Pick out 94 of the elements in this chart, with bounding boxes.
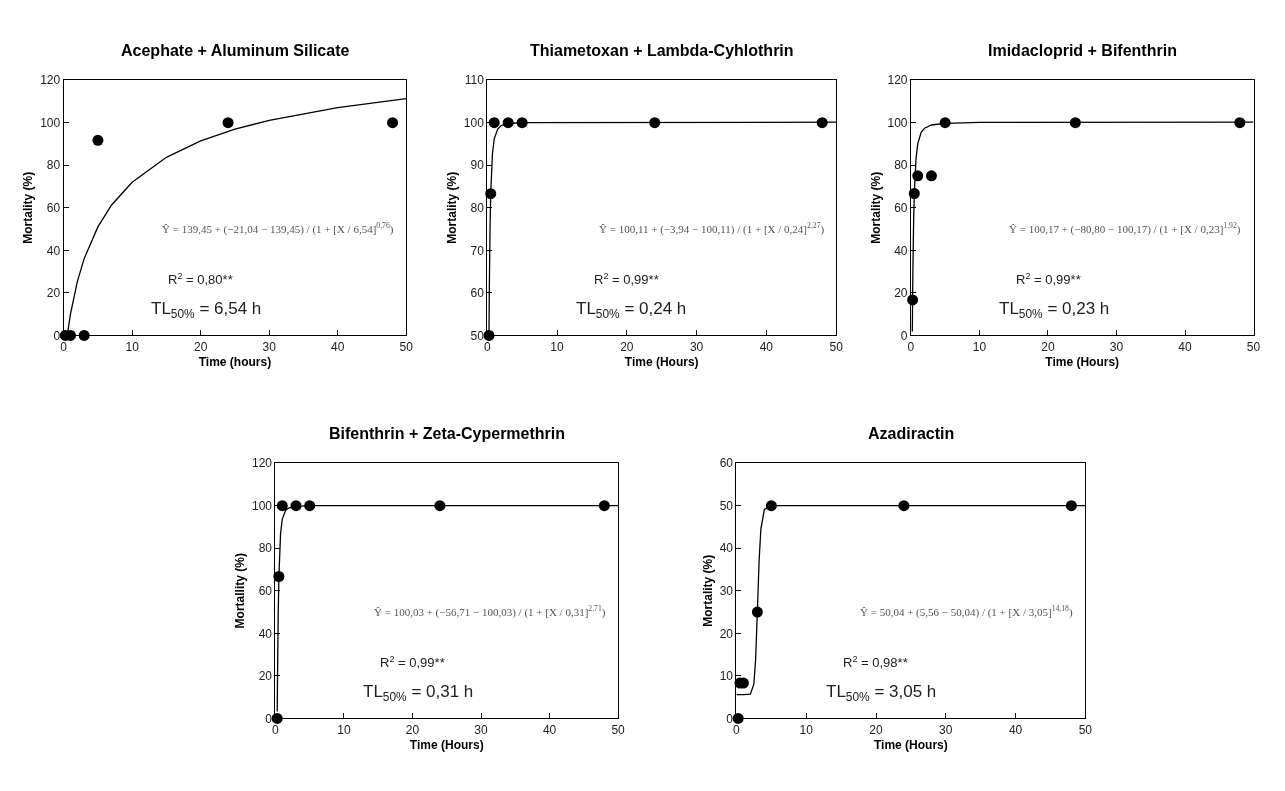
x-tick-label: 20: [1041, 339, 1055, 354]
y-axis-title: Mortality (%): [700, 554, 715, 627]
y-axis-title: Mortallity (%): [233, 553, 248, 629]
y-tick-label: 20: [894, 286, 908, 301]
y-axis-title: Mortality (%): [445, 171, 460, 244]
y-tick-label: 40: [894, 243, 908, 258]
x-tick-label: 10: [972, 339, 987, 354]
point: [925, 170, 937, 182]
chart-title: Azadiractin: [868, 425, 955, 442]
y-tick-label: 120: [40, 73, 61, 88]
y-tick-label: 40: [719, 541, 734, 556]
x-axis-title: Time (Hours): [1045, 354, 1120, 369]
y-tick-label: 80: [258, 541, 273, 556]
annotation: Ŷ = 100,11 + (−3,94 − 100,11) / (1 + [X / 0,24]$^{2,27}$): [599, 221, 825, 236]
x-tick-label: 40: [331, 339, 345, 354]
annotation: Ŷ = 100,03 + (−56,71 − 100,03) / (1 + [X / 0,31]$^{2,71}$): [374, 604, 606, 619]
annotation: TL$_{50%}$ = 0,23 h: [999, 299, 1110, 321]
x-tick-label: 10: [337, 722, 351, 737]
y-tick-label: 100: [40, 115, 61, 130]
y-axis-title: Mortality (%): [21, 171, 36, 244]
y-tick-label: 20: [46, 286, 61, 301]
x-tick-label: 40: [759, 339, 774, 354]
x-tick-label: 10: [125, 339, 140, 354]
annotation: TL$_{50%}$ = 6,54 h: [151, 299, 262, 321]
y-tick-label: 0: [900, 328, 908, 343]
y-tick-label: 80: [470, 200, 485, 215]
annotation: R$^{2}$ = 0,99**: [594, 271, 659, 288]
y-tick-label: 20: [258, 669, 273, 684]
y-axis-title: Mortality (%): [868, 171, 883, 244]
y-tick-label: 50: [719, 498, 734, 513]
x-tick-label: 40: [1178, 339, 1192, 354]
annotation: TL$_{50%}$ = 3,05 h: [826, 682, 937, 704]
y-tick-label: 80: [894, 158, 908, 173]
x-axis-title: Time (hours): [198, 354, 272, 369]
x-tick-label: 40: [542, 722, 557, 737]
annotation: R$^{2}$ = 0,80**: [168, 271, 233, 288]
y-tick-label: 30: [719, 583, 734, 598]
chart-title: Acephate + Aluminum Silicate: [121, 42, 350, 59]
point: [222, 117, 234, 129]
x-tick-label: 50: [1246, 339, 1261, 354]
x-tick-label: 40: [1008, 722, 1023, 737]
x-tick-label: 30: [1109, 339, 1124, 354]
y-tick-label: 110: [464, 73, 485, 88]
y-tick-label: 10: [719, 669, 734, 684]
y-tick-label: 40: [46, 243, 61, 258]
y-tick-label: 40: [258, 626, 273, 641]
chart-title: Imidacloprid + Bifenthrin: [988, 42, 1177, 59]
y-tick-label: 60: [46, 200, 61, 215]
chart-title: Bifenthrin + Zeta-Cypermethrin: [329, 425, 566, 442]
y-tick-label: 120: [252, 456, 273, 471]
annotation: Ŷ = 50,04 + (5,56 − 50,04) / (1 + [X / 3,05]$^{14,18}$): [860, 604, 1073, 619]
x-tick-label: 50: [1078, 722, 1093, 737]
y-tick-label: 50: [470, 328, 485, 343]
x-tick-label: 50: [611, 722, 626, 737]
x-axis-title: Time (Hours): [873, 737, 948, 752]
annotation: Ŷ = 139,45 + (−21,04 − 139,45) / (1 + [X / 6,54]$^{0,76}$): [162, 221, 394, 236]
x-tick-label: 20: [620, 339, 634, 354]
x-tick-label: 50: [829, 339, 844, 354]
point: [92, 134, 104, 146]
x-tick-label: 20: [869, 722, 883, 737]
y-tick-label: 60: [894, 200, 908, 215]
y-tick-label: 90: [470, 158, 485, 173]
x-axis-title: Time (Hours): [409, 737, 484, 752]
y-tick-label: 80: [46, 158, 61, 173]
x-tick-label: 10: [550, 339, 565, 354]
annotation: TL$_{50%}$ = 0,31 h: [363, 682, 474, 704]
y-tick-label: 60: [258, 583, 273, 598]
x-tick-label: 50: [399, 339, 414, 354]
y-tick-label: 100: [887, 115, 908, 130]
y-tick-label: 100: [463, 115, 485, 130]
annotation: Ŷ = 100,17 + (−80,80 − 100,17) / (1 + [X / 0,23]$^{1,92}$): [1009, 221, 1241, 236]
point: [276, 500, 288, 512]
point: [387, 117, 399, 129]
y-tick-label: 60: [470, 286, 485, 301]
y-tick-label: 70: [470, 243, 485, 258]
x-tick-label: 30: [689, 339, 704, 354]
annotation: R$^{2}$ = 0,99**: [380, 654, 445, 671]
y-tick-label: 0: [265, 711, 273, 726]
x-tick-label: 20: [405, 722, 420, 737]
y-tick-label: 0: [726, 711, 734, 726]
point: [488, 117, 500, 129]
y-tick-label: 20: [719, 626, 734, 641]
y-tick-label: 120: [887, 73, 908, 88]
x-tick-label: 20: [193, 339, 208, 354]
x-tick-label: 30: [939, 722, 953, 737]
y-tick-label: 60: [719, 456, 734, 471]
y-tick-label: 0: [53, 328, 61, 343]
annotation: R$^{2}$ = 0,99**: [1016, 271, 1081, 288]
annotation: R$^{2}$ = 0,98**: [843, 654, 908, 671]
annotation: TL$_{50%}$ = 0,24 h: [576, 299, 687, 321]
y-tick-label: 100: [252, 498, 273, 513]
x-axis-title: Time (Hours): [624, 354, 699, 369]
x-tick-label: 10: [799, 722, 814, 737]
chart-title: Thiametoxan + Lambda-Cyhlothrin: [530, 42, 794, 59]
